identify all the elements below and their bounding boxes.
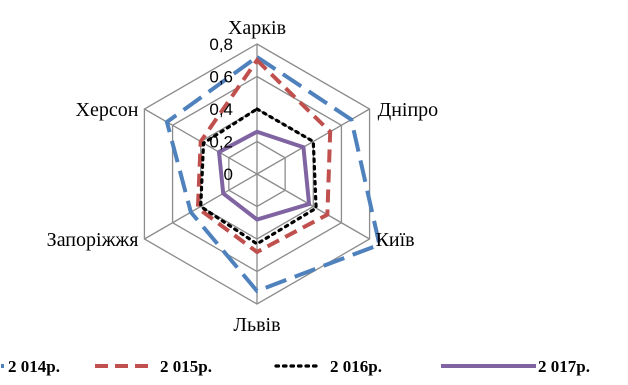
series-line [195, 57, 333, 255]
axis-label: Львів [233, 314, 280, 336]
legend-label: 2 017р. [538, 357, 590, 376]
axis-label: Дніпро [378, 99, 439, 121]
radial-ticks: 0 0,2 0,4 0,6 0,8 [209, 35, 233, 184]
legend-label: 2 016р. [330, 357, 382, 376]
tick-label: 0 [224, 165, 233, 184]
tick-label: 0,6 [209, 68, 233, 87]
tick-label: 0,2 [209, 133, 233, 152]
radar-series [164, 54, 382, 294]
axis-label: Херсон [76, 99, 139, 121]
series-line [164, 54, 382, 294]
legend-label: 2 014р. [8, 357, 60, 376]
tick-label: 0,8 [209, 35, 233, 54]
axis-label: Київ [376, 229, 415, 251]
grid-spoke [256, 173, 370, 240]
axis-label: Харків [228, 17, 286, 39]
axis-label: Запоріжжя [47, 229, 139, 251]
radar-grid [143, 43, 371, 305]
series-line [216, 129, 312, 222]
tick-label: 0,4 [209, 100, 233, 119]
grid-spoke [144, 173, 258, 240]
axis-labels: Харків Дніпро Київ Львів Запоріжжя Херсон [47, 17, 439, 336]
legend: 2 014р. 2 015р. 2 016р. 2 017р. [0, 357, 590, 376]
series-line [199, 107, 318, 246]
legend-label: 2 015р. [160, 357, 212, 376]
